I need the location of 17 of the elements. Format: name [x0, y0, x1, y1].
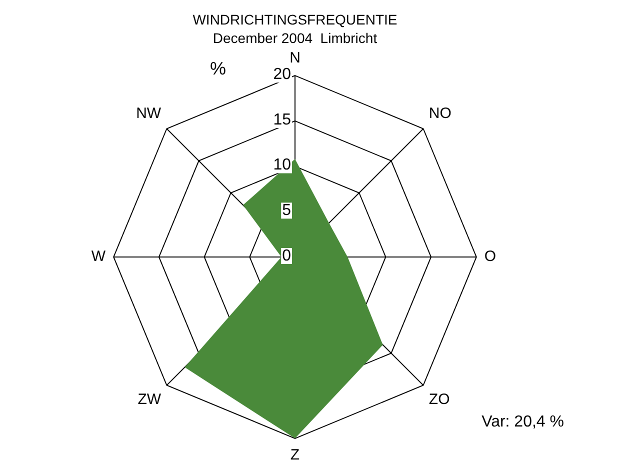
y-tick-label: 5 — [282, 202, 292, 220]
spoke-label: O — [484, 248, 496, 266]
spoke-label: ZO — [428, 391, 450, 408]
chart-title: WINDRICHTINGSFREQUENTIE — [192, 11, 398, 28]
spoke-label: NO — [428, 105, 452, 122]
spoke-label: N — [290, 50, 300, 67]
text: % — [210, 58, 226, 79]
chart-subtitle: December 2004 Limbricht — [212, 30, 378, 46]
y-tick-label: 15 — [273, 111, 292, 128]
spoke-label: NW — [136, 105, 162, 122]
y-tick-label: 10 — [273, 156, 292, 174]
spoke-label: W — [91, 248, 106, 266]
spoke-label: ZW — [138, 391, 162, 408]
y-tick-label: 0 — [282, 247, 292, 264]
y-tick-label: 20 — [273, 66, 292, 84]
spoke-label: Z — [290, 446, 300, 464]
text: Var: 20,4 % — [482, 413, 564, 430]
